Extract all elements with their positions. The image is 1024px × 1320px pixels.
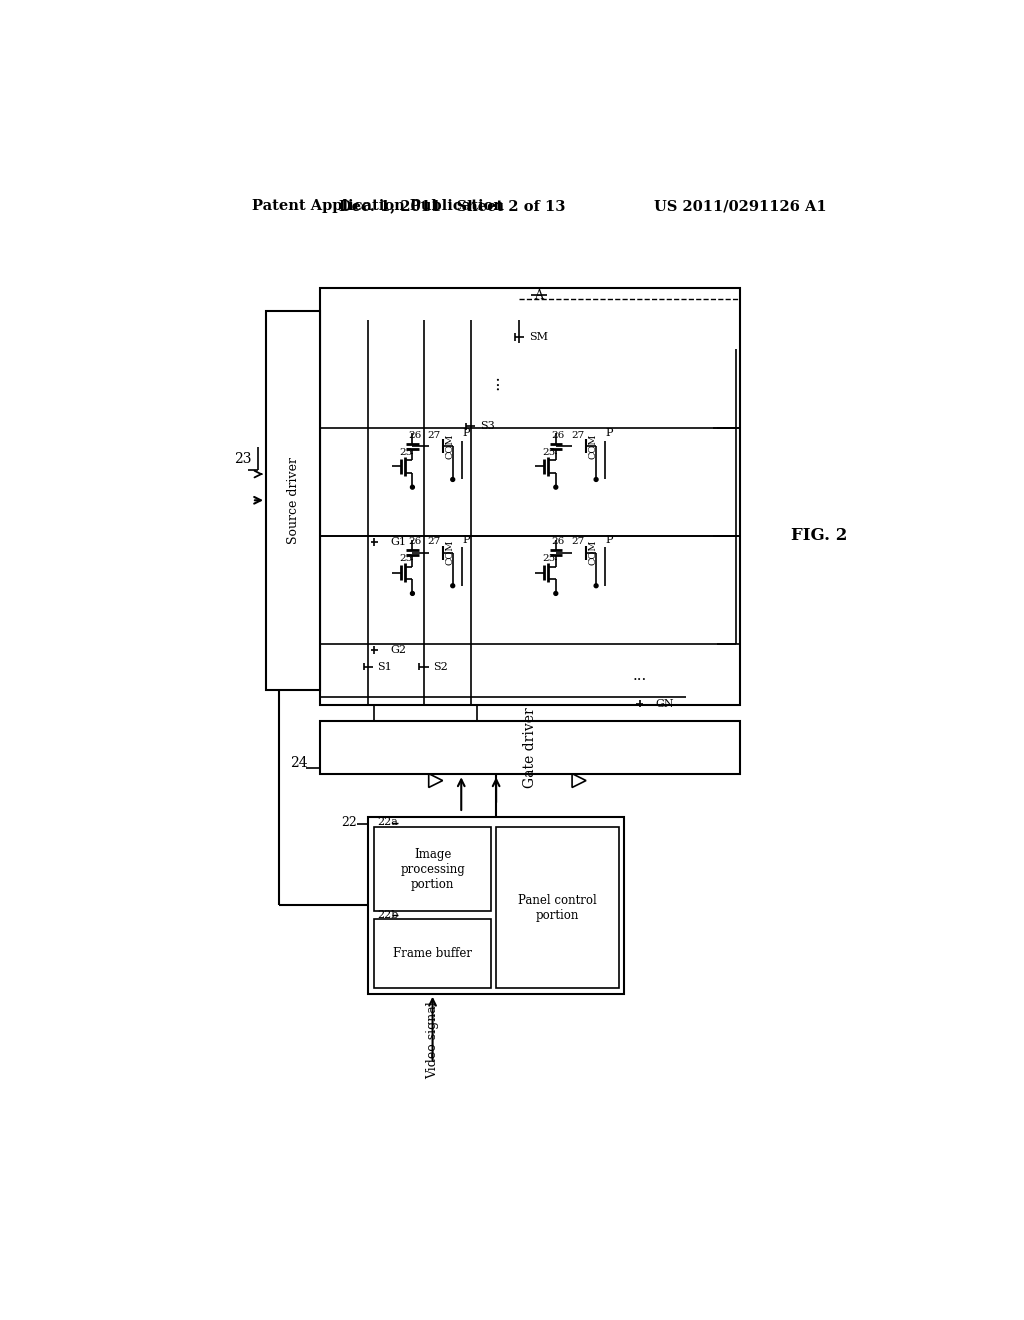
Text: ...: ... [633,669,646,682]
Text: COM: COM [589,434,597,459]
Text: A: A [535,289,544,302]
Circle shape [451,478,455,482]
Text: US 2011/0291126 A1: US 2011/0291126 A1 [654,199,826,213]
Text: 27: 27 [570,537,584,546]
Text: S3: S3 [480,421,495,432]
Text: SM: SM [528,333,548,342]
Text: S1: S1 [378,661,392,672]
Text: 25: 25 [399,554,413,564]
Bar [375,919,490,989]
Text: Patent Application Publication: Patent Application Publication [252,199,504,213]
Circle shape [554,591,558,595]
Text: P: P [605,535,613,545]
Text: COM: COM [589,540,597,565]
Text: P: P [605,428,613,438]
Text: 22: 22 [341,816,356,829]
Text: 25: 25 [543,447,556,457]
Text: FIG. 2: FIG. 2 [791,527,847,544]
Text: Dec. 1, 2011   Sheet 2 of 13: Dec. 1, 2011 Sheet 2 of 13 [339,199,565,213]
Text: S2: S2 [433,661,449,672]
Circle shape [554,486,558,490]
Text: ...: ... [485,374,503,389]
Text: 22a: 22a [378,817,398,828]
Text: Image
processing
portion: Image processing portion [400,847,465,891]
Circle shape [411,486,415,490]
Circle shape [411,591,415,595]
Text: 25: 25 [399,447,413,457]
Text: 26: 26 [552,537,565,546]
Circle shape [594,478,598,482]
Text: P: P [462,535,470,545]
Bar [369,817,624,994]
Text: Frame buffer: Frame buffer [393,948,472,961]
Text: 26: 26 [552,432,565,440]
Text: COM: COM [445,434,454,459]
Circle shape [451,583,455,587]
Bar [375,826,490,911]
Text: COM: COM [445,540,454,565]
Text: P: P [462,428,470,438]
Text: 25: 25 [543,554,556,564]
Text: Panel control
portion: Panel control portion [518,894,597,921]
Text: GN: GN [655,698,674,709]
Text: 24: 24 [290,756,307,770]
Text: 23: 23 [233,451,252,466]
Bar [266,312,321,689]
Text: Source driver: Source driver [287,457,300,544]
Text: 26: 26 [409,432,421,440]
Text: G2: G2 [390,644,406,655]
Text: Video signal: Video signal [426,1001,439,1078]
Text: G1: G1 [390,537,406,546]
Text: 27: 27 [570,432,584,440]
Bar [321,288,740,705]
Text: 26: 26 [409,537,421,546]
Bar [496,826,618,989]
Circle shape [594,583,598,587]
Text: 27: 27 [427,432,440,440]
Text: 27: 27 [427,537,440,546]
Text: 22b: 22b [378,909,399,920]
Text: Gate driver: Gate driver [523,708,538,788]
Bar [321,721,740,775]
